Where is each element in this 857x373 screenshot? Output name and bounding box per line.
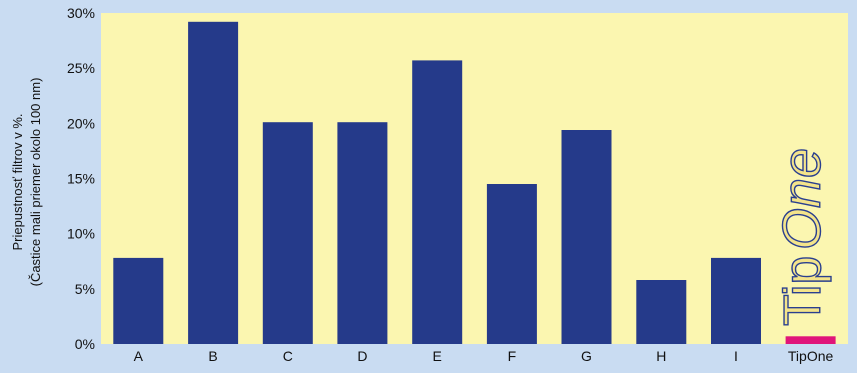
y-tick-label: 15% bbox=[67, 171, 95, 187]
bars bbox=[113, 21, 836, 345]
x-tick-label: E bbox=[433, 348, 442, 364]
y-tick-label: 5% bbox=[75, 281, 95, 297]
x-tick-label: I bbox=[734, 348, 738, 364]
y-axis-label-line2: (Častice mali priemer okolo 100 nm) bbox=[28, 78, 43, 287]
y-axis-label: Priepustnosť filtrov v %. bbox=[10, 113, 25, 250]
bar-a bbox=[113, 257, 164, 344]
y-tick-label: 30% bbox=[67, 5, 95, 21]
bar-tipone bbox=[785, 336, 836, 344]
x-tick-label: C bbox=[283, 348, 293, 364]
x-tick-label: A bbox=[134, 348, 144, 364]
x-tick-label: G bbox=[581, 348, 592, 364]
bar-f bbox=[486, 184, 537, 344]
x-tick-label: B bbox=[208, 348, 217, 364]
logo-text-one: One bbox=[772, 148, 832, 250]
x-tick-label: D bbox=[357, 348, 367, 364]
x-tick-label: TipOne bbox=[788, 348, 834, 364]
y-tick-label: 10% bbox=[67, 226, 95, 242]
bar-h bbox=[636, 280, 687, 344]
bar-e bbox=[412, 60, 463, 345]
x-tick-label: F bbox=[508, 348, 517, 364]
y-tick-label: 20% bbox=[67, 115, 95, 131]
x-axis: A B C D E F G H I TipOne bbox=[134, 348, 834, 364]
bar-b bbox=[188, 21, 239, 345]
bar-i bbox=[711, 257, 761, 344]
y-axis: 0% 5% 10% 15% 20% 25% 30% bbox=[67, 5, 95, 352]
bar-g bbox=[561, 130, 612, 344]
tipone-logo: One Tip bbox=[771, 147, 832, 326]
y-tick-label: 0% bbox=[75, 336, 95, 352]
x-tick-label: H bbox=[656, 348, 666, 364]
bar-d bbox=[337, 122, 388, 344]
bar-c bbox=[262, 122, 313, 344]
logo-text-tip: Tip bbox=[774, 256, 832, 326]
y-tick-label: 25% bbox=[67, 60, 95, 76]
